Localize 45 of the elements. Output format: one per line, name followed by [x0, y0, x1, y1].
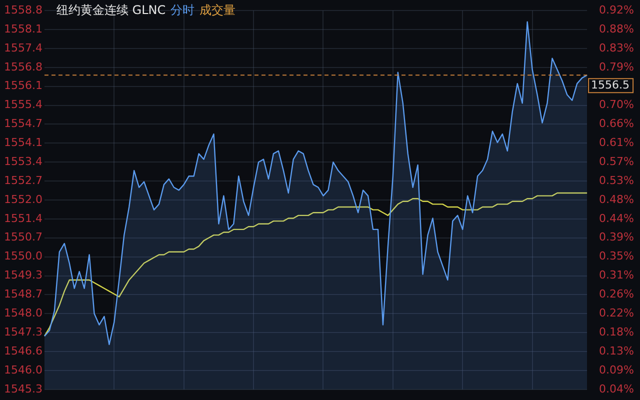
- y-tick-label: 1557.4: [4, 41, 42, 54]
- y-tick-label: 1546.6: [4, 344, 42, 358]
- y2-tick-label: 0.39%: [599, 230, 634, 244]
- y2-tick-label: 0.70%: [599, 98, 634, 112]
- y2-tick-label: 0.04%: [599, 382, 634, 396]
- y-tick-label: 1547.3: [4, 325, 42, 338]
- y-tick-label: 1548.7: [4, 288, 42, 301]
- y-tick-label: 1545.3: [4, 382, 42, 396]
- y-tick-label: 1551.4: [4, 212, 42, 225]
- y2-tick-label: 0.79%: [599, 60, 634, 74]
- y-tick-label: 1552.0: [4, 192, 42, 206]
- annotation: 成交量: [200, 3, 236, 18]
- y-tick-label: 1553.4: [4, 154, 42, 168]
- y2-tick-label: 0.13%: [599, 344, 634, 358]
- y-tick-label: 1546.0: [4, 363, 42, 376]
- y2-tick-label: 0.09%: [599, 363, 634, 376]
- y2-tick-label: 0.18%: [599, 325, 634, 338]
- ref-line-label: 1556.5: [591, 78, 630, 92]
- y2-tick-label: 0.61%: [599, 136, 634, 150]
- y-tick-label: 1556.8: [4, 60, 42, 74]
- y-tick-label: 1550.7: [4, 230, 42, 244]
- y2-tick-label: 0.35%: [599, 250, 634, 263]
- y-tick-label: 1558.8: [4, 3, 42, 16]
- y-tick-label: 1555.4: [4, 98, 42, 112]
- y-tick-label: 1549.3: [4, 268, 42, 282]
- y2-tick-label: 0.53%: [599, 174, 634, 187]
- y2-tick-label: 0.83%: [599, 41, 634, 54]
- y2-tick-label: 0.22%: [599, 306, 634, 320]
- y-tick-label: 1552.7: [4, 174, 42, 187]
- y2-tick-label: 0.26%: [599, 288, 634, 301]
- y2-tick-label: 0.57%: [599, 154, 634, 168]
- y-tick-label: 1554.7: [4, 117, 42, 130]
- y-tick-label: 1556.1: [4, 79, 42, 92]
- y2-tick-label: 0.66%: [599, 117, 634, 130]
- y2-tick-label: 0.92%: [599, 3, 634, 16]
- chart-title: 纽约黄金连续 GLNC: [56, 3, 166, 18]
- y2-tick-label: 0.48%: [599, 192, 634, 206]
- y2-tick-label: 0.88%: [599, 22, 634, 36]
- y2-tick-label: 0.44%: [599, 212, 634, 225]
- y-tick-label: 1550.0: [4, 250, 42, 263]
- y2-tick-label: 0.31%: [599, 268, 634, 282]
- y-tick-label: 1558.1: [4, 22, 42, 36]
- y-tick-label: 1548.0: [4, 306, 42, 320]
- text: 分时: [170, 3, 195, 18]
- y-tick-label: 1554.1: [4, 136, 42, 150]
